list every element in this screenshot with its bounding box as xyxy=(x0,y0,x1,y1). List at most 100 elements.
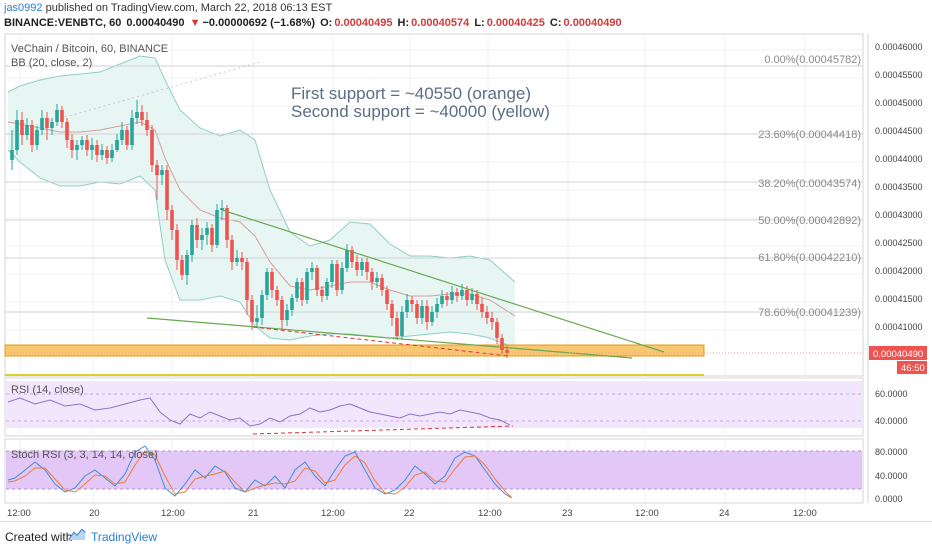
candle-body xyxy=(180,260,184,275)
candle-body xyxy=(20,120,24,135)
candle-body xyxy=(115,140,119,150)
candle-body xyxy=(425,306,429,322)
candle-body xyxy=(190,225,194,255)
rsi-line xyxy=(7,397,511,427)
candle-body xyxy=(35,130,39,145)
note-second-support[interactable]: Second support = ~40000 (yellow) xyxy=(291,102,550,121)
price-tick: 0.00043500 xyxy=(875,182,923,192)
candle-body xyxy=(340,268,344,290)
candle-body xyxy=(320,290,324,296)
bb-upper-line xyxy=(7,55,516,283)
price-axis[interactable]: 0.00046000 0.00045500 0.00045000 0.00044… xyxy=(875,42,923,332)
stoch-tick: 40.0000 xyxy=(875,471,908,481)
candle-body xyxy=(85,140,89,150)
rsi-divergence-line[interactable] xyxy=(252,425,514,435)
candle-body xyxy=(405,300,409,312)
stoch-title[interactable]: Stoch RSI (3, 3, 14, 14, close) xyxy=(11,449,158,461)
price-tick: 0.00041000 xyxy=(875,322,923,332)
candle-body xyxy=(230,240,234,262)
countdown-text: 46:50 xyxy=(901,363,925,374)
rsi-title[interactable]: RSI (14, close) xyxy=(11,384,84,396)
stoch-k-line xyxy=(7,445,513,499)
tradingview-logo-icon[interactable] xyxy=(68,529,86,541)
time-tick: 22 xyxy=(404,508,415,519)
candle-body xyxy=(435,304,439,312)
note-first-support[interactable]: First support = ~40550 (orange) xyxy=(291,84,531,103)
candle-body xyxy=(445,296,449,300)
fib-label-50: 50.00%(0.00042892) xyxy=(758,215,861,227)
candle-body xyxy=(430,312,434,322)
bb-basis-line xyxy=(7,121,516,317)
candle-body xyxy=(400,312,404,336)
candle-body xyxy=(465,290,469,300)
orange-support-zone[interactable] xyxy=(4,344,705,357)
tradingview-link[interactable]: TradingView xyxy=(91,530,158,544)
candle-body xyxy=(15,120,19,150)
stoch-tick: 0.0000 xyxy=(875,494,903,504)
candle-body xyxy=(60,110,64,122)
candle-body xyxy=(290,298,294,310)
close-label: C: xyxy=(549,17,562,29)
candle-body xyxy=(95,145,99,155)
price-tick: 0.00045500 xyxy=(875,70,923,80)
candle-body xyxy=(160,170,164,175)
candle-body xyxy=(70,140,74,150)
close-value: 0.00040490 xyxy=(563,17,622,29)
candle-body xyxy=(65,122,69,140)
candle-body xyxy=(350,250,354,262)
candle-body xyxy=(265,272,269,295)
fib-retracement[interactable] xyxy=(5,65,863,313)
open-label: O: xyxy=(320,17,333,29)
time-tick: 12:00 xyxy=(161,508,185,519)
candle-body xyxy=(420,306,424,318)
candle-body xyxy=(375,278,379,282)
price-tick: 0.00044500 xyxy=(875,126,923,136)
open-value: 0.00040495 xyxy=(334,17,393,29)
candle-body xyxy=(165,170,169,210)
candle-body xyxy=(150,130,154,165)
bb-indicator-label[interactable]: BB (20, close, 2) xyxy=(11,57,92,69)
author-link[interactable]: jas0992 xyxy=(4,2,43,14)
candle-body xyxy=(120,130,124,140)
candle-body xyxy=(385,290,389,304)
candle-body xyxy=(295,282,299,298)
lower-trend-line[interactable] xyxy=(146,317,633,359)
change-down-icon: ▼ xyxy=(189,17,201,29)
rsi-tick: 40.0000 xyxy=(875,416,908,426)
candle-body xyxy=(100,150,104,155)
candle-body xyxy=(90,145,94,150)
candle-body xyxy=(170,210,174,230)
candle-body xyxy=(250,300,254,322)
candle-body xyxy=(260,295,264,318)
candle-body xyxy=(145,120,149,130)
stoch-tick: 80.0000 xyxy=(875,447,908,457)
candle-body xyxy=(80,140,84,145)
candle-body xyxy=(220,208,224,210)
candle-body xyxy=(440,296,444,304)
candle-body xyxy=(470,294,474,300)
candle-body xyxy=(25,125,29,135)
candle-body xyxy=(135,112,139,118)
last-price-badge-text: 0.00040490 xyxy=(873,349,923,360)
candle-body xyxy=(125,130,129,145)
candle-body xyxy=(285,310,289,320)
price-divergence-line[interactable] xyxy=(252,326,509,357)
candle-body xyxy=(225,208,229,240)
candle-body xyxy=(110,150,114,158)
time-tick: 12:00 xyxy=(793,508,817,519)
candle-body xyxy=(325,282,329,296)
chart-canvas[interactable]: VeChain / Bitcoin, 60, BINANCE BB (20, c… xyxy=(0,0,932,521)
change-value: −0.00000692 (−1.68%) xyxy=(202,17,316,29)
candle-body xyxy=(40,118,44,130)
candle-body xyxy=(395,318,399,336)
candle-body xyxy=(500,338,504,350)
time-axis[interactable]: 12:00 20 12:00 21 12:00 22 12:00 23 12:0… xyxy=(7,508,817,519)
candle-body xyxy=(335,264,339,290)
candle-body xyxy=(195,225,199,240)
high-value: 0.00040574 xyxy=(411,17,470,29)
upper-trend-line[interactable] xyxy=(221,209,665,353)
candlestick-series xyxy=(10,100,509,358)
candle-body xyxy=(215,210,219,245)
candle-body xyxy=(255,318,259,322)
fib-label-0: 0.00%(0.00045782) xyxy=(764,54,861,66)
